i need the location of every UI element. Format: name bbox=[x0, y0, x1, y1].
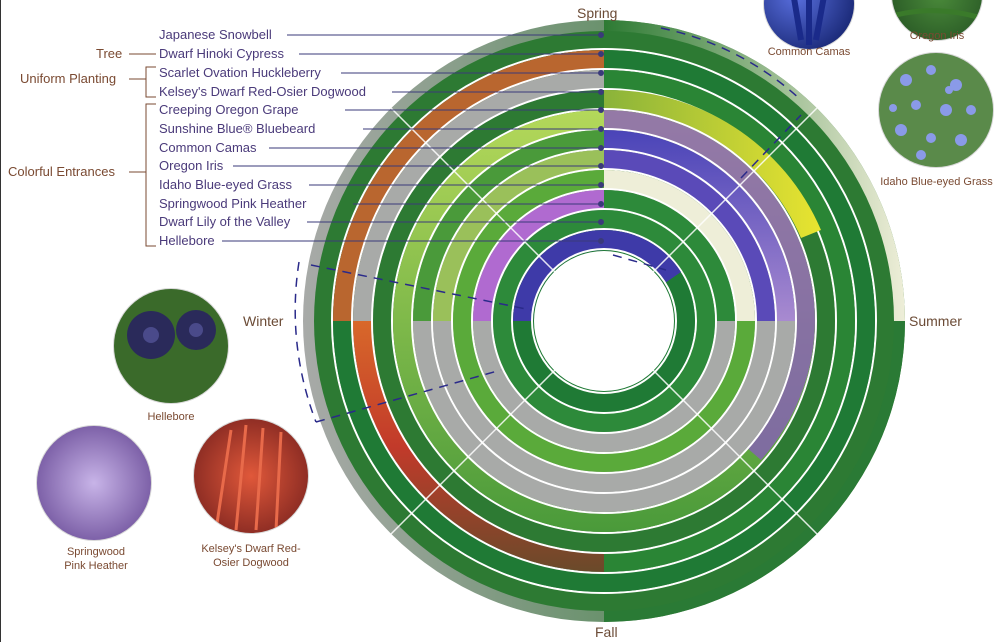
group-colorful-label: Colorful Entrances bbox=[8, 164, 115, 179]
caption-oregon-iris: Oregon Iris bbox=[909, 30, 965, 42]
plant-label-hellebore: Hellebore bbox=[159, 233, 215, 248]
plant-label-scarlet-huckleberry: Scarlet Ovation Huckleberry bbox=[159, 65, 321, 80]
group-tree-label: Tree bbox=[96, 46, 123, 61]
plant-label-oregon-iris: Oregon Iris bbox=[159, 158, 224, 173]
group-uniform-label: Uniform Planting bbox=[20, 71, 117, 86]
photo-idaho-grass bbox=[878, 52, 994, 168]
plant-label-japanese-snowbell: Japanese Snowbell bbox=[159, 27, 272, 42]
plant-label-idaho-grass: Idaho Blue-eyed Grass bbox=[159, 177, 292, 192]
plant-label-kelsey-dogwood: Kelsey's Dwarf Red-Osier Dogwood bbox=[159, 84, 366, 99]
plant-label-pink-heather: Springwood Pink Heather bbox=[159, 196, 307, 211]
winter-bloom-bracket bbox=[294, 261, 317, 423]
plant-label-dwarf-hinoki: Dwarf Hinoki Cypress bbox=[159, 46, 284, 61]
caption-pink-heather-line1: Springwood bbox=[66, 546, 126, 558]
photo-pink-heather bbox=[36, 425, 152, 541]
caption-common-camas: Common Camas bbox=[767, 46, 851, 58]
group-brackets bbox=[129, 53, 156, 247]
caption-pink-heather: Springwood Pink Heather bbox=[41, 545, 151, 573]
caption-pink-heather-line2: Pink Heather bbox=[64, 560, 128, 572]
plant-label-common-camas: Common Camas bbox=[159, 140, 257, 155]
spring-bloom-bracket bbox=[660, 27, 802, 101]
photo-kelsey-dogwood bbox=[193, 418, 309, 534]
caption-kelsey-dogwood-line2: Osier Dogwood bbox=[213, 557, 289, 569]
caption-idaho-grass: Idaho Blue-eyed Grass bbox=[880, 176, 993, 188]
radial-dividers bbox=[390, 107, 818, 535]
plant-label-lily-valley: Dwarf Lily of the Valley bbox=[159, 214, 291, 229]
plant-label-bluebeard: Sunshine Blue® Bluebeard bbox=[159, 121, 316, 136]
season-fall-label: Fall bbox=[595, 624, 618, 640]
caption-kelsey-dogwood: Kelsey's Dwarf Red- Osier Dogwood bbox=[186, 542, 316, 570]
season-summer-label: Summer bbox=[909, 313, 962, 329]
caption-hellebore: Hellebore bbox=[147, 411, 195, 423]
plant-label-oregon-grape: Creeping Oregon Grape bbox=[159, 102, 299, 117]
leader-lines bbox=[222, 32, 604, 244]
season-spring-label: Spring bbox=[577, 5, 618, 21]
photo-hellebore bbox=[113, 288, 229, 404]
caption-kelsey-dogwood-line1: Kelsey's Dwarf Red- bbox=[201, 543, 301, 555]
season-winter-label: Winter bbox=[243, 313, 284, 329]
